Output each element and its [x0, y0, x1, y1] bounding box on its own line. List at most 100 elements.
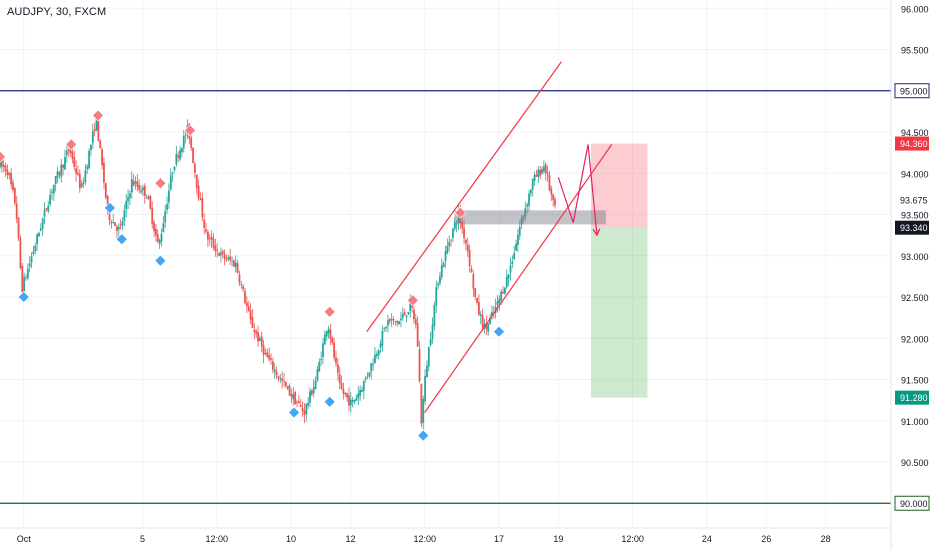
candle-body — [526, 204, 529, 207]
candle-body — [542, 166, 545, 172]
candle-body — [292, 394, 295, 400]
level-badge-text: 90.000 — [900, 499, 928, 509]
candle-body — [420, 383, 423, 424]
candle-body — [296, 401, 298, 403]
candle-body — [52, 184, 55, 194]
candle-body — [67, 149, 70, 152]
candle-body — [312, 387, 315, 394]
candles — [0, 118, 556, 430]
candle-body — [260, 336, 263, 347]
candle-body — [101, 149, 103, 166]
candle-body — [396, 321, 399, 323]
candle-body — [392, 319, 395, 321]
entry-price-badge — [895, 220, 929, 235]
candle-body — [184, 134, 187, 136]
price-tick-label: 92.500 — [901, 293, 929, 303]
candle-body — [140, 190, 142, 193]
grey-zone — [454, 210, 606, 225]
candle-body — [225, 258, 228, 260]
candle-body — [476, 298, 478, 303]
candle-body — [513, 253, 516, 259]
candle-body — [77, 172, 79, 175]
level-badge-resistance — [894, 83, 930, 99]
candle-body — [544, 164, 547, 174]
swing-low-marker — [115, 233, 128, 246]
time-tick-label: 12 — [345, 534, 355, 544]
candle-body — [400, 318, 402, 321]
candle-body — [232, 260, 235, 267]
candle-body — [554, 198, 556, 206]
candle-body — [385, 327, 387, 329]
price-tick-label: 92.000 — [901, 334, 929, 344]
candle-body — [2, 165, 5, 168]
swing-high-marker — [154, 177, 167, 190]
candle-body — [446, 245, 449, 254]
candle-body — [403, 312, 406, 316]
candle-body — [4, 165, 7, 171]
candle-body — [195, 174, 198, 188]
candle-body — [444, 251, 447, 262]
candle-body — [388, 318, 391, 322]
candle-body — [548, 174, 551, 190]
candle-body — [234, 262, 237, 268]
candle-body — [153, 222, 155, 232]
candle-body — [375, 353, 378, 357]
candle-body — [84, 170, 87, 183]
candle-body — [49, 194, 52, 205]
candle-body — [13, 188, 16, 204]
symbol-title[interactable]: AUDJPY, 30, FXCM — [7, 6, 107, 18]
candle-body — [69, 149, 72, 154]
candle-body — [275, 371, 278, 376]
candle-body — [286, 386, 289, 389]
candle-body — [156, 234, 159, 242]
price-axis[interactable]: 96.000 95.500 95.000 94.500 94.000 93.500 93.0… — [890, 0, 930, 550]
candle-body — [26, 268, 29, 279]
candle-body — [12, 182, 14, 190]
candle-body — [504, 287, 506, 294]
candle-body — [370, 363, 373, 372]
candle-body — [429, 339, 432, 345]
candle-body — [333, 342, 336, 358]
swing-high-marker — [454, 206, 467, 219]
candle-body — [205, 229, 207, 232]
candle-body — [75, 168, 78, 174]
candle-body — [331, 337, 334, 343]
candle-body — [531, 178, 534, 190]
candle-body — [273, 369, 276, 372]
level-badge-text: 95.000 — [900, 86, 928, 96]
price-tick-label: 94.000 — [901, 169, 929, 179]
candle-body — [338, 374, 341, 384]
candle-body — [116, 226, 118, 231]
candle-body — [461, 221, 464, 229]
candle-body — [54, 176, 57, 185]
candle-body — [121, 221, 124, 226]
candle-body — [433, 304, 436, 327]
candle-body — [336, 364, 339, 373]
candle-body — [472, 274, 475, 289]
candle-body — [149, 196, 152, 209]
last-price-label: 93.675 — [900, 196, 928, 206]
target-price-label: 91.280 — [900, 393, 928, 403]
candle-body — [218, 253, 220, 256]
candle-body — [208, 237, 211, 239]
candle-body — [181, 148, 183, 153]
candle-body — [528, 193, 530, 206]
swing-low-marker — [154, 254, 167, 267]
time-axis[interactable]: Oct 5 12:00 10 12 12:00 17 19 12:00 24 26 28 — [0, 527, 891, 544]
candle-body — [299, 405, 302, 407]
projection-arrow-head — [592, 228, 601, 237]
candle-body — [0, 160, 3, 167]
candle-body — [518, 226, 521, 236]
stop-zone — [591, 143, 648, 228]
stop-price-label: 94.360 — [900, 139, 928, 149]
candle-body — [320, 358, 323, 361]
price-tick-label: 91.000 — [901, 417, 929, 427]
candle-body — [258, 337, 261, 341]
candle-body — [305, 404, 308, 415]
candle-body — [351, 399, 354, 402]
candle-body — [71, 151, 74, 159]
candle-body — [130, 179, 133, 193]
candle-body — [175, 153, 178, 165]
